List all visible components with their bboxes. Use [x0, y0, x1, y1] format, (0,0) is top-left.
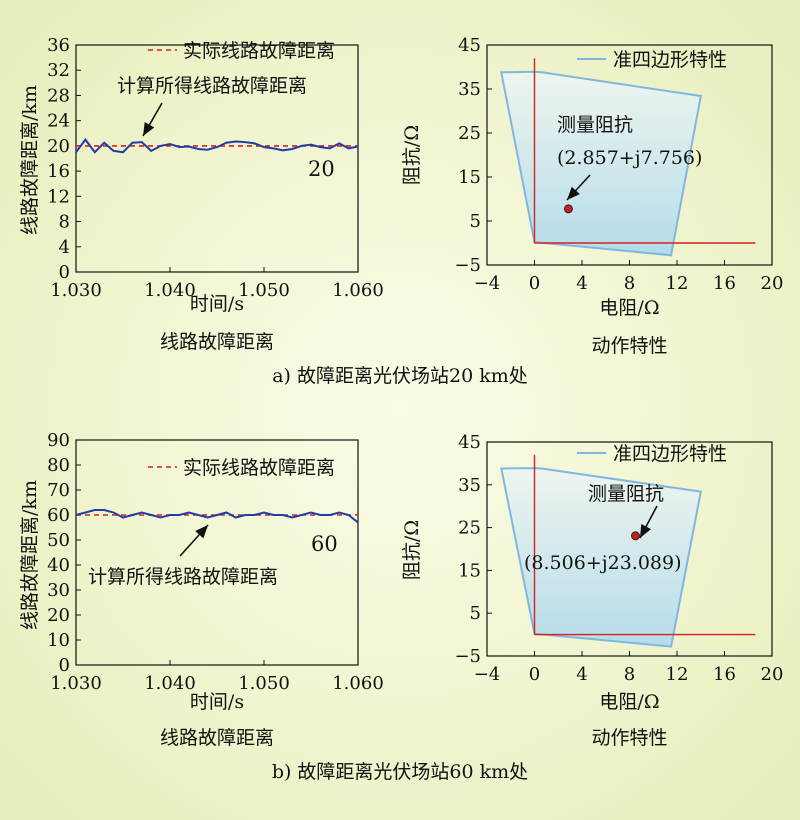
y-tick-label: 80: [47, 455, 70, 476]
y-tick-label: 25: [458, 123, 481, 144]
x-tick-label: 0: [529, 273, 540, 294]
x-axis-label: 时间/s: [190, 691, 244, 713]
caption-b: b) 故障距离光伏场站60 km处: [272, 761, 528, 783]
y-axis-label: 阻抗/Ω: [401, 125, 423, 185]
y-tick-label: −5: [454, 255, 481, 276]
x-tick-label: 1.050: [238, 673, 290, 694]
panel-caption: 线路故障距离: [160, 727, 274, 749]
x-tick-label: 1.060: [332, 280, 384, 301]
y-tick-label: 16: [47, 161, 70, 182]
x-tick-label: 1.060: [332, 673, 384, 694]
series-computed-distance: [75, 137, 359, 154]
x-axis-label: 电阻/Ω: [599, 297, 659, 319]
legend-label: 实际线路故障距离: [183, 457, 335, 479]
marker-value: 20: [308, 157, 335, 181]
x-tick-label: 1.040: [144, 673, 196, 694]
x-tick-label: 12: [666, 273, 689, 294]
annotation-arrow-head: [195, 525, 208, 539]
y-tick-label: 5: [470, 211, 481, 232]
y-tick-label: 28: [47, 85, 70, 106]
impedance-chart-a-right: −5 5 15 25 35 45 −4 0 4 8 12 16 20 电阻/Ω 阻抗/Ω 动作特性 准四边形特性…: [401, 35, 783, 357]
x-tick-label: 1.050: [238, 280, 290, 301]
y-tick-label: 8: [59, 212, 70, 233]
plot-frame: [75, 439, 359, 666]
y-tick-label: −5: [454, 646, 481, 667]
x-tick-label: 1.030: [50, 280, 102, 301]
y-tick-label: 40: [47, 555, 70, 576]
x-tick-label: 4: [576, 273, 587, 294]
y-tick-label: 12: [47, 186, 70, 207]
point-value: (8.506+j23.089): [524, 552, 682, 574]
line-chart-a-left: 0 4 8 12 16 20 24 28 32 36 1.030 1.040 1.050 1.060 时间/…: [19, 35, 384, 353]
y-tick-label: 0: [59, 262, 70, 283]
y-tick-label: 4: [59, 237, 70, 258]
y-tick-label: 70: [47, 480, 70, 501]
x-axis-label: 电阻/Ω: [599, 691, 659, 713]
y-tick-label: 35: [458, 475, 481, 496]
annotation-label: 计算所得线路故障距离: [88, 566, 278, 588]
y-tick-label: 15: [458, 560, 481, 581]
y-tick-label: 35: [458, 79, 481, 100]
y-tick-label: 20: [47, 605, 70, 626]
legend-label: 准四边形特性: [613, 49, 727, 71]
point-arrow-head: [567, 186, 580, 200]
x-tick-label: 12: [666, 664, 689, 685]
point-value: (2.857+j7.756): [557, 147, 702, 169]
panel-caption: 动作特性: [591, 335, 667, 357]
y-axis-label: 线路故障距离/km: [19, 85, 41, 235]
panel-caption: 动作特性: [591, 727, 667, 749]
y-tick-label: 10: [47, 630, 70, 651]
x-tick-label: 16: [713, 664, 736, 685]
x-tick-label: 1.030: [50, 673, 102, 694]
measured-impedance-point: [563, 204, 573, 214]
y-tick-label: 90: [47, 430, 70, 451]
point-label: 测量阻抗: [588, 483, 664, 505]
x-tick-label: 20: [761, 664, 784, 685]
marker-value: 60: [311, 532, 338, 556]
y-tick-label: 20: [47, 136, 70, 157]
point-label: 测量阻抗: [557, 114, 633, 136]
y-tick-label: 15: [458, 167, 481, 188]
plot-frame: [75, 44, 359, 273]
measured-impedance-point: [631, 531, 641, 541]
annotation-label: 计算所得线路故障距离: [117, 75, 307, 97]
x-tick-label: −4: [474, 273, 501, 294]
y-tick-label: 45: [458, 35, 481, 56]
y-axis-label: 阻抗/Ω: [401, 520, 423, 580]
point-arrow-head: [640, 523, 651, 538]
line-chart-b-left: 0 10 20 30 40 50 60 70 80 90 1.030 1.040 1.050 1.060 时…: [19, 430, 384, 749]
y-tick-label: 30: [47, 580, 70, 601]
x-tick-label: 8: [624, 664, 635, 685]
legend-label: 实际线路故障距离: [183, 40, 335, 62]
impedance-chart-b-right: −5 5 15 25 35 45 −4 0 4 8 12 16 20 电阻/Ω 阻抗/Ω 动作特性 准四边形特性…: [401, 432, 783, 749]
y-tick-label: 45: [458, 432, 481, 453]
legend-label: 准四边形特性: [613, 443, 727, 465]
caption-a: a) 故障距离光伏场站20 km处: [272, 365, 528, 387]
annotation-arrow-head: [143, 121, 155, 136]
x-tick-label: 20: [761, 273, 784, 294]
series-computed-distance: [75, 509, 359, 524]
x-axis-label: 时间/s: [190, 293, 244, 315]
y-tick-label: 0: [59, 655, 70, 676]
y-tick-label: 24: [47, 111, 70, 132]
y-tick-label: 36: [47, 35, 70, 56]
y-tick-label: 25: [458, 518, 481, 539]
x-tick-label: 16: [713, 273, 736, 294]
x-tick-label: 4: [576, 664, 587, 685]
y-tick-label: 32: [47, 60, 70, 81]
panel-caption: 线路故障距离: [160, 331, 274, 353]
x-tick-label: 1.040: [144, 280, 196, 301]
y-tick-label: 5: [470, 603, 481, 624]
y-tick-label: 50: [47, 530, 70, 551]
y-tick-label: 60: [47, 505, 70, 526]
x-tick-label: 8: [624, 273, 635, 294]
x-tick-label: 0: [529, 664, 540, 685]
y-axis-label: 线路故障距离/km: [19, 480, 41, 630]
x-tick-label: −4: [474, 664, 501, 685]
